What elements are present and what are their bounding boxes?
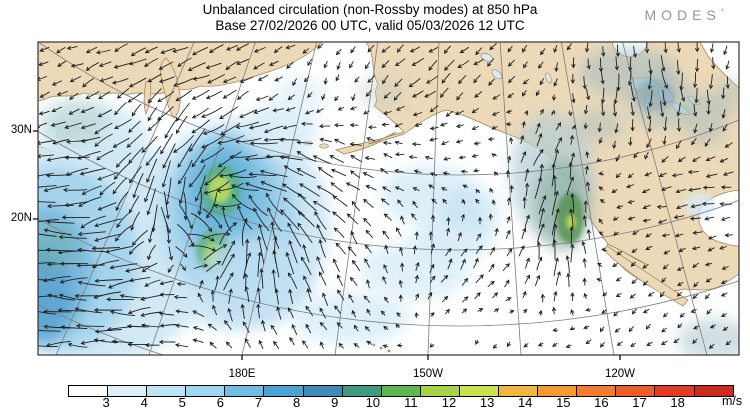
colorbar-cell <box>186 386 226 396</box>
axis-ticks <box>33 130 621 360</box>
colorbar-tick-label: 18 <box>670 395 685 408</box>
wind-vector-field <box>38 42 734 350</box>
colorbar-tick-label: 15 <box>556 395 571 408</box>
colorbar-tick-label: 11 <box>404 395 418 408</box>
colorbar-cell <box>303 386 343 396</box>
colorbar-tick-label: 7 <box>254 395 263 408</box>
colorbar-tick-label: 3 <box>102 395 110 408</box>
colorbar-cell <box>147 386 187 396</box>
colorbar-cell <box>694 386 733 396</box>
colorbar-tick-label: 17 <box>632 395 647 408</box>
lon-tick-label: 180E <box>228 368 256 380</box>
map-border <box>37 41 740 356</box>
colorbar-tick-label: 4 <box>140 395 148 408</box>
colorbar-cell <box>459 386 500 396</box>
colorbar-tick-label: 10 <box>365 395 381 408</box>
colorbar-cell <box>538 386 578 396</box>
colorbar-cell <box>420 386 460 396</box>
colorbar-units: m/s <box>722 394 743 408</box>
colorbar-cell <box>381 386 421 396</box>
colorbar-cell <box>69 386 109 396</box>
lon-tick-label: 120W <box>604 368 636 380</box>
colorbar-tick-label: 9 <box>331 395 339 408</box>
colorbar-tick-label: 5 <box>178 395 186 408</box>
colorbar-tick-label: 8 <box>292 395 301 408</box>
lon-tick-label: 150W <box>412 368 444 380</box>
colorbar-cell <box>225 386 265 396</box>
colorbar-cell <box>577 386 617 396</box>
colorbar-tick-label: 6 <box>216 395 224 408</box>
colorbar-tick-label: 16 <box>594 395 609 408</box>
colorbar-tick-label: 14 <box>517 395 533 408</box>
chart-subtitle: Base 27/02/2026 00 UTC, valid 05/03/2026… <box>215 18 525 33</box>
colorbar-cell <box>616 386 656 396</box>
colorbar-cell <box>108 386 148 396</box>
modes-logo: MODES° <box>644 7 724 23</box>
chart-titles: Unbalanced circulation (non-Rossby modes… <box>38 2 702 34</box>
colorbar-tick-label: 12 <box>441 395 457 408</box>
logo-degree-mark: ° <box>720 7 724 17</box>
colorbar-cell <box>264 386 304 396</box>
colorbar-tick-label: 13 <box>479 395 495 408</box>
colorbar-cell <box>655 386 695 396</box>
lat-tick-label: 20N <box>10 212 32 224</box>
chart-title: Unbalanced circulation (non-Rossby modes… <box>202 2 538 17</box>
colorbar-cell <box>499 386 539 396</box>
colorbar <box>68 385 734 397</box>
colorbar-cell <box>342 386 382 396</box>
lat-tick-label: 30N <box>10 124 32 136</box>
